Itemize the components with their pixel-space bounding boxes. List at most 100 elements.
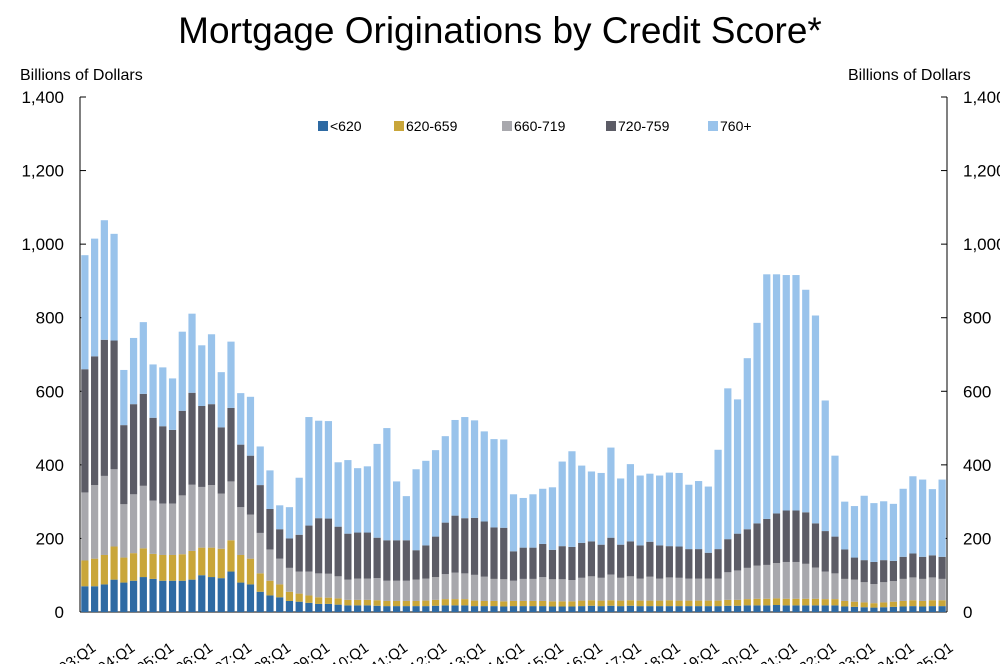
bar-segment-series-1 bbox=[276, 584, 284, 598]
bar-segment-series-2 bbox=[938, 578, 946, 601]
bar-segment-series-1 bbox=[305, 595, 313, 603]
bar-segment-series-3 bbox=[91, 356, 99, 486]
bar-segment-series-3 bbox=[597, 544, 605, 578]
bar-segment-series-1 bbox=[373, 600, 381, 606]
bar-segment-series-3 bbox=[792, 510, 800, 562]
y-tick-label-right: 800 bbox=[963, 309, 991, 328]
x-tick-label: 17:Q1 bbox=[601, 639, 644, 664]
bar-segment-series-3 bbox=[227, 407, 235, 482]
bar-segment-series-4 bbox=[841, 501, 849, 550]
bar-segment-series-0 bbox=[217, 578, 225, 612]
bar-segment-series-4 bbox=[344, 460, 352, 534]
bar-segment-series-1 bbox=[617, 600, 625, 607]
bar-segment-series-3 bbox=[860, 560, 868, 583]
bar-segment-series-3 bbox=[334, 526, 342, 577]
bar-segment-series-4 bbox=[324, 421, 333, 519]
bar-segment-series-4 bbox=[772, 274, 781, 514]
bar-segment-series-0 bbox=[149, 578, 157, 612]
bar-segment-series-0 bbox=[393, 606, 401, 612]
bar-segment-series-1 bbox=[733, 599, 742, 606]
x-tick-label: 13:Q1 bbox=[446, 639, 489, 664]
bar-segment-series-3 bbox=[558, 546, 566, 580]
bar-segment-series-0 bbox=[246, 584, 255, 612]
bar-segment-series-1 bbox=[100, 554, 108, 585]
bar-segment-series-0 bbox=[412, 606, 420, 612]
bar-segment-series-2 bbox=[792, 561, 800, 599]
x-tick-label: 20:Q1 bbox=[718, 639, 761, 664]
legend-label-series-2: 660-719 bbox=[514, 118, 566, 134]
bar-segment-series-1 bbox=[354, 599, 362, 606]
bar-segment-series-0 bbox=[928, 606, 936, 612]
bar-segment-series-1 bbox=[285, 591, 294, 601]
bar-segment-series-4 bbox=[120, 369, 128, 426]
bar-segment-series-1 bbox=[772, 598, 781, 606]
bar-segment-series-1 bbox=[110, 546, 118, 580]
y-tick-label-right: 1,200 bbox=[963, 162, 1000, 181]
bar-segment-series-1 bbox=[188, 550, 196, 580]
bar-segment-series-2 bbox=[198, 486, 206, 548]
bar-segment-series-0 bbox=[724, 605, 732, 612]
bar-segment-series-3 bbox=[149, 417, 157, 501]
bar-segment-series-0 bbox=[402, 606, 410, 612]
bar-segment-series-1 bbox=[675, 600, 683, 607]
bar-segment-series-3 bbox=[519, 547, 527, 579]
bar-segment-series-2 bbox=[626, 576, 634, 601]
bar-segment-series-0 bbox=[110, 579, 118, 612]
bar-segment-series-3 bbox=[422, 545, 430, 579]
bar-segment-series-0 bbox=[802, 605, 810, 612]
bar-segment-series-1 bbox=[850, 601, 859, 607]
bar-segment-series-3 bbox=[363, 532, 371, 579]
bar-segment-series-1 bbox=[295, 593, 303, 602]
bar-segment-series-1 bbox=[831, 599, 839, 606]
x-tick-label: 15:Q1 bbox=[524, 639, 567, 664]
bar-segment-series-1 bbox=[782, 598, 790, 606]
bar-segment-series-1 bbox=[315, 597, 323, 604]
bar-segment-series-2 bbox=[100, 475, 108, 555]
bar-segment-series-0 bbox=[480, 606, 488, 612]
legend-swatch-series-2 bbox=[502, 121, 512, 131]
bar-segment-series-2 bbox=[694, 578, 703, 601]
bar-segment-series-1 bbox=[607, 600, 615, 606]
bar-segment-series-1 bbox=[237, 554, 245, 583]
bar-segment-series-4 bbox=[743, 358, 751, 530]
bar-segment-series-0 bbox=[422, 606, 430, 612]
bar-segment-series-4 bbox=[451, 419, 459, 516]
bar-segment-series-3 bbox=[295, 534, 303, 572]
bar-segment-series-2 bbox=[324, 573, 333, 598]
y-tick-label-left: 600 bbox=[36, 382, 64, 401]
bar-segment-series-1 bbox=[334, 598, 342, 605]
bar-segment-series-3 bbox=[928, 555, 936, 578]
bar-segment-series-2 bbox=[441, 574, 449, 600]
bar-segment-series-1 bbox=[256, 573, 264, 592]
x-tick-label: 25:Q1 bbox=[913, 639, 956, 664]
legend-label-series-0: <620 bbox=[330, 118, 362, 134]
bar-segment-series-1 bbox=[724, 599, 732, 606]
bar-segment-series-3 bbox=[412, 550, 420, 580]
bar-segment-series-4 bbox=[500, 439, 508, 528]
bar-segment-series-2 bbox=[704, 578, 712, 601]
x-tick-label: 03:Q1 bbox=[56, 639, 99, 664]
legend-label-series-4: 760+ bbox=[720, 118, 752, 134]
bar-segment-series-3 bbox=[802, 512, 810, 564]
x-tick-label: 18:Q1 bbox=[640, 639, 683, 664]
bar-segment-series-2 bbox=[285, 567, 294, 592]
bar-segment-series-4 bbox=[129, 337, 138, 405]
bar-segment-series-0 bbox=[276, 597, 284, 612]
bar-segment-series-3 bbox=[870, 561, 878, 585]
bar-segment-series-2 bbox=[461, 573, 469, 600]
y-tick-label-left: 1,000 bbox=[21, 235, 64, 254]
bar-segment-series-4 bbox=[656, 475, 664, 546]
legend-label-series-1: 620-659 bbox=[406, 118, 458, 134]
bar-segment-series-3 bbox=[168, 429, 177, 504]
bar-segment-series-3 bbox=[344, 533, 352, 580]
bar-segment-series-3 bbox=[354, 532, 362, 579]
bar-segment-series-1 bbox=[207, 547, 216, 578]
bar-segment-series-1 bbox=[763, 598, 771, 606]
y-tick-label-right: 400 bbox=[963, 456, 991, 475]
bar-segment-series-0 bbox=[354, 605, 362, 612]
bar-segment-series-1 bbox=[909, 600, 917, 607]
bar-segment-series-2 bbox=[841, 578, 849, 601]
bar-segment-series-1 bbox=[743, 599, 751, 606]
bar-segment-series-2 bbox=[266, 549, 274, 581]
bar-segment-series-2 bbox=[656, 578, 664, 601]
